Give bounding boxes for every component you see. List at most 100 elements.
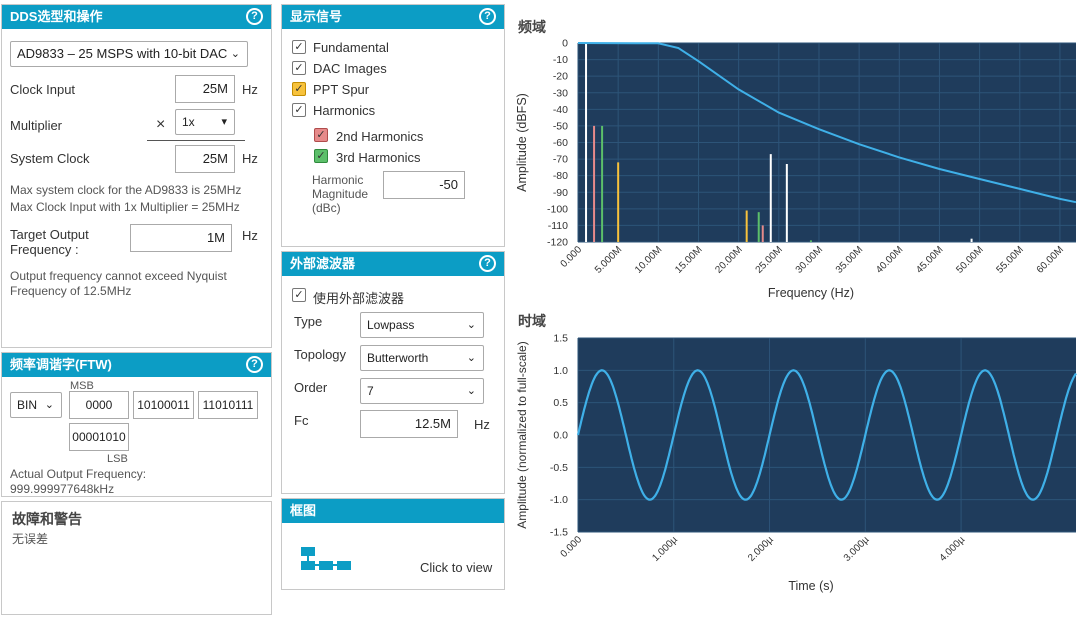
- chevron-down-icon: ⌄: [230, 48, 240, 60]
- chevron-down-icon: ⌄: [466, 319, 476, 331]
- harmonics-checkbox[interactable]: ✓: [292, 103, 306, 117]
- chevron-down-icon: ⌄: [44, 399, 54, 411]
- msb-label: MSB: [70, 380, 94, 392]
- dds-panel: DDS选型和操作 ? AD9833 – 25 MSPS with 10-bit …: [1, 4, 272, 348]
- actual-output-value: 999.999977648kHz: [10, 482, 115, 496]
- y-tick-label: 0.0: [553, 430, 568, 442]
- filter-panel-title: 外部滤波器: [290, 256, 356, 271]
- chevron-down-icon: ▾: [221, 116, 227, 128]
- y-tick-label: -50: [553, 120, 568, 132]
- y-tick-label: -1.0: [550, 494, 568, 506]
- target-output-unit: Hz: [242, 228, 258, 243]
- second-harmonics-checkbox[interactable]: ✓: [314, 128, 328, 142]
- filter-type-select[interactable]: Lowpass ⌄: [360, 312, 484, 338]
- third-harmonics-checkbox[interactable]: ✓: [314, 149, 328, 163]
- ftw-word-0[interactable]: 0000: [69, 391, 129, 419]
- fundamental-checkbox[interactable]: ✓: [292, 40, 306, 54]
- y-axis-label: Amplitude (normalized to full-scale): [515, 341, 529, 528]
- ftw-panel-header: 频率调谐字(FTW) ?: [2, 353, 271, 377]
- y-tick-label: -120: [547, 237, 568, 249]
- y-tick-label: -1.5: [550, 527, 568, 539]
- x-tick-label: 3.000µ: [842, 534, 872, 564]
- sine-wave-line: [576, 369, 1077, 501]
- x-tick-label: 10.00M: [633, 244, 664, 275]
- use-filter-label: 使用外部滤波器: [313, 291, 405, 306]
- ppt-spur-checkbox[interactable]: ✓: [292, 82, 306, 96]
- system-clock-unit: Hz: [242, 151, 258, 166]
- dds-panel-header: DDS选型和操作 ?: [2, 5, 271, 29]
- harmonic-magnitude-label-2: Magnitude: [312, 187, 369, 201]
- x-tick-label: 15.00M: [673, 244, 704, 275]
- block-panel[interactable]: 框图 Click to view: [281, 498, 505, 590]
- lsb-label: LSB: [107, 453, 128, 465]
- use-filter-checkbox[interactable]: ✓: [292, 288, 306, 302]
- x-tick-label: 20.00M: [713, 244, 744, 275]
- help-icon[interactable]: ?: [479, 8, 496, 25]
- x-tick-label: 25.00M: [754, 244, 785, 275]
- harmonics-label: Harmonics: [313, 103, 376, 118]
- filter-fc-label: Fc: [294, 413, 309, 428]
- x-tick-label: 60.00M: [1035, 244, 1066, 275]
- help-icon[interactable]: ?: [246, 356, 263, 373]
- filter-type-label: Type: [294, 314, 323, 329]
- nyquist-note-1: Output frequency cannot exceed Nyquist: [10, 269, 227, 283]
- target-output-label-2: Frequency :: [10, 242, 79, 257]
- third-harmonics-label: 3rd Harmonics: [336, 150, 421, 165]
- help-icon[interactable]: ?: [246, 8, 263, 25]
- x-tick-label: 40.00M: [874, 244, 905, 275]
- target-output-field[interactable]: 1M: [130, 224, 232, 252]
- x-tick-label: 4.000µ: [938, 534, 968, 564]
- second-harmonics-label: 2nd Harmonics: [336, 129, 424, 144]
- block-panel-title: 框图: [290, 503, 317, 518]
- clock-input-field[interactable]: 25M: [175, 75, 235, 103]
- click-to-view[interactable]: Click to view: [420, 560, 493, 575]
- multiplier-label: Multiplier: [10, 118, 63, 133]
- ftw-word-1[interactable]: 10100011: [133, 391, 194, 419]
- filter-response-line: [577, 42, 1077, 204]
- harmonic-magnitude-field[interactable]: -50: [383, 171, 465, 199]
- block-panel-header: 框图: [282, 499, 504, 523]
- y-tick-label: -0.5: [550, 462, 568, 474]
- time-domain-chart: 0.000 1.000µ 2.000µ 3.000µ 4.000µ1.51.00.50.…: [515, 333, 1077, 593]
- multiplier-select[interactable]: 1x ▾: [175, 109, 235, 135]
- filter-fc-unit: Hz: [474, 417, 490, 432]
- ftw-format-select[interactable]: BIN ⌄: [10, 392, 62, 418]
- ftw-word-2[interactable]: 11010111: [198, 391, 258, 419]
- filter-fc-field[interactable]: 12.5M: [360, 410, 458, 438]
- filter-order-label: Order: [294, 380, 328, 395]
- x-axis-label: Time (s): [788, 579, 833, 593]
- clock-input-unit: Hz: [242, 82, 258, 97]
- ftw-word-3[interactable]: 00001010: [69, 423, 129, 451]
- filter-panel-header: 外部滤波器 ?: [282, 252, 504, 276]
- multiply-icon: ×: [156, 116, 166, 133]
- help-icon[interactable]: ?: [479, 255, 496, 272]
- display-panel-title: 显示信号: [290, 9, 343, 24]
- device-select[interactable]: AD9833 – 25 MSPS with 10-bit DAC ⌄: [10, 41, 248, 67]
- dac-images-checkbox[interactable]: ✓: [292, 61, 306, 75]
- y-tick-label: 1.0: [553, 365, 568, 377]
- filter-topology-select[interactable]: Butterworth ⌄: [360, 345, 484, 371]
- filter-order-select[interactable]: 7 ⌄: [360, 378, 484, 404]
- system-clock-label: System Clock: [10, 151, 90, 166]
- y-tick-label: -80: [553, 170, 568, 182]
- y-tick-label: -10: [553, 54, 568, 66]
- y-tick-label: -40: [553, 104, 568, 116]
- display-panel-header: 显示信号 ?: [282, 5, 504, 29]
- ppt-spur-label: PPT Spur: [313, 82, 370, 97]
- dac-images-label: DAC Images: [313, 61, 387, 76]
- ftw-panel: 频率调谐字(FTW) ? MSB BIN ⌄ 0000 10100011 110…: [1, 352, 272, 497]
- y-tick-label: -70: [553, 154, 568, 166]
- faults-title: 故障和警告: [12, 511, 82, 527]
- filter-panel: 外部滤波器 ? ✓ 使用外部滤波器 Type Lowpass ⌄ Topolog…: [281, 251, 505, 494]
- x-tick-label: 35.00M: [834, 244, 865, 275]
- x-tick-label: 30.00M: [794, 244, 825, 275]
- x-tick-label: 50.00M: [954, 244, 985, 275]
- x-tick-label: 45.00M: [914, 244, 945, 275]
- harmonic-magnitude-label-1: Harmonic: [312, 173, 364, 187]
- chevron-down-icon: ⌄: [466, 385, 476, 397]
- faults-message: 无误差: [12, 532, 49, 546]
- nyquist-note-2: Frequency of 12.5MHz: [10, 284, 132, 298]
- faults-panel: 故障和警告 无误差: [1, 501, 272, 615]
- harmonic-magnitude-label-3: (dBc): [312, 201, 341, 215]
- block-diagram-icon: [301, 547, 351, 570]
